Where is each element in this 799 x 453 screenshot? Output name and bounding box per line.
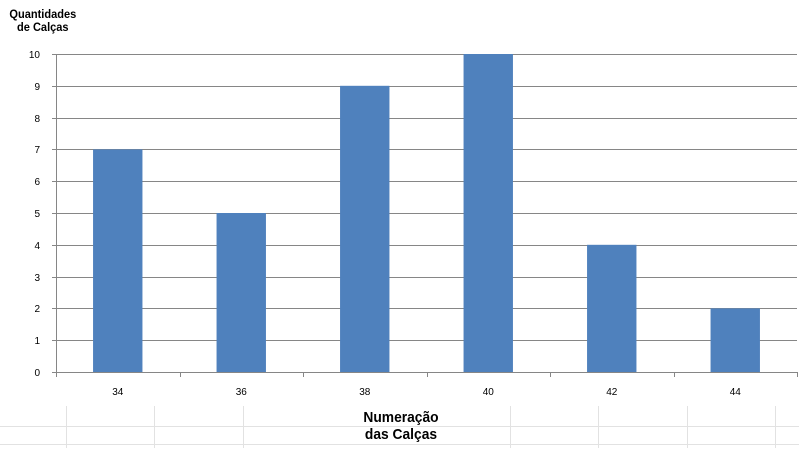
x-tick-label: 34 (112, 387, 124, 398)
spreadsheet-grid (0, 406, 799, 448)
x-tick-label: 40 (483, 387, 495, 398)
x-tick-label: 36 (236, 387, 248, 398)
y-tick-label: 10 (29, 50, 41, 61)
y-gridlines (56, 54, 797, 341)
y-tick-label: 4 (34, 241, 40, 252)
bar (710, 308, 760, 372)
bar (340, 85, 390, 373)
y-axis-title: Quantidades de Calças (6, 8, 80, 34)
bar (216, 213, 266, 372)
x-tick-label: 44 (730, 387, 742, 398)
y-tick-label: 9 (34, 82, 40, 93)
y-tick-label: 7 (34, 145, 40, 156)
y-tick-label: 8 (34, 114, 40, 125)
bar (587, 244, 637, 372)
y-tick-label: 6 (34, 177, 40, 188)
y-tick-labels: 0 1 2 3 4 5 6 7 8 9 10 (29, 50, 41, 379)
y-tick-label: 1 (34, 336, 40, 347)
bar (93, 149, 143, 372)
chart-axes (52, 54, 798, 377)
bar-series (93, 54, 760, 373)
x-axis-title: Numeração das Calças (345, 409, 457, 443)
y-axis-title-line2: de Calças (17, 20, 69, 34)
y-axis-title-line1: Quantidades (9, 7, 77, 21)
y-tick-label: 5 (34, 209, 40, 220)
x-axis-title-line1: Numeração (363, 409, 439, 426)
y-tick-label: 2 (34, 304, 40, 315)
x-tick-label: 42 (606, 387, 618, 398)
bar (463, 54, 513, 372)
y-tick-label: 0 (34, 368, 40, 379)
x-tick-labels: 34 36 38 40 42 44 (112, 387, 741, 398)
x-axis-title-line2: das Calças (364, 426, 438, 443)
y-tick-label: 3 (34, 273, 40, 284)
x-tick-label: 38 (359, 387, 371, 398)
